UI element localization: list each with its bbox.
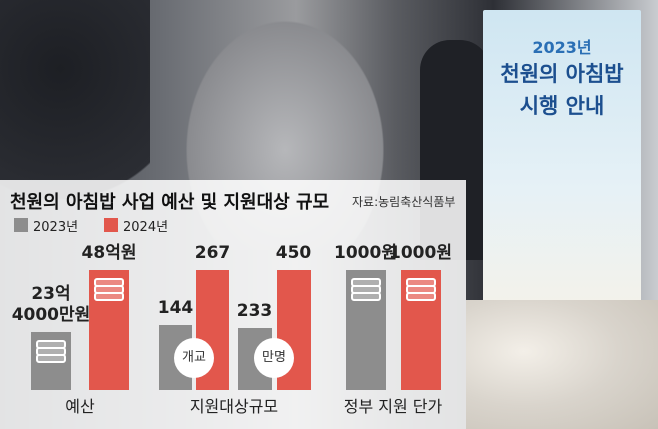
value-label: 1000원 (389, 243, 452, 263)
x-tick-label: 지원대상규모 (189, 397, 279, 416)
unit-note: 만명 (254, 338, 294, 378)
value-label: 1000원 (334, 243, 397, 263)
value-label: 267 (194, 243, 231, 263)
value-label: 233 (236, 300, 273, 321)
chart-title: 천원의 아침밥 사업 예산 및 지원대상 규모 (10, 192, 330, 213)
poster-title: 천원의 아침밥 (500, 62, 624, 86)
food-bowls (466, 300, 658, 429)
legend-swatch (104, 218, 118, 232)
legend-swatch (14, 218, 28, 232)
coin-icon (405, 292, 436, 301)
chart-panel (0, 180, 466, 429)
coin-icon (36, 353, 66, 363)
chart-source: 자료:농림축산식품부 (352, 195, 456, 209)
value-label: 48억원 (81, 243, 137, 263)
legend-label: 2023년 (33, 220, 79, 235)
coin-icon (94, 292, 124, 301)
poster: 2023년 천원의 아침밥 시행 안내 (483, 10, 641, 310)
value-label: 23억 4000만원 (11, 283, 91, 325)
poster-subtitle: 시행 안내 (519, 94, 605, 118)
poster-year: 2023년 (532, 38, 592, 57)
unit-note: 개교 (174, 338, 214, 378)
coin-icon (350, 292, 381, 301)
x-tick-label: 예산 (65, 397, 95, 416)
legend-label: 2024년 (123, 220, 169, 235)
value-label: 144 (157, 298, 194, 319)
x-tick-label: 정부 지원 단가 (343, 397, 443, 416)
value-label: 450 (275, 243, 312, 263)
